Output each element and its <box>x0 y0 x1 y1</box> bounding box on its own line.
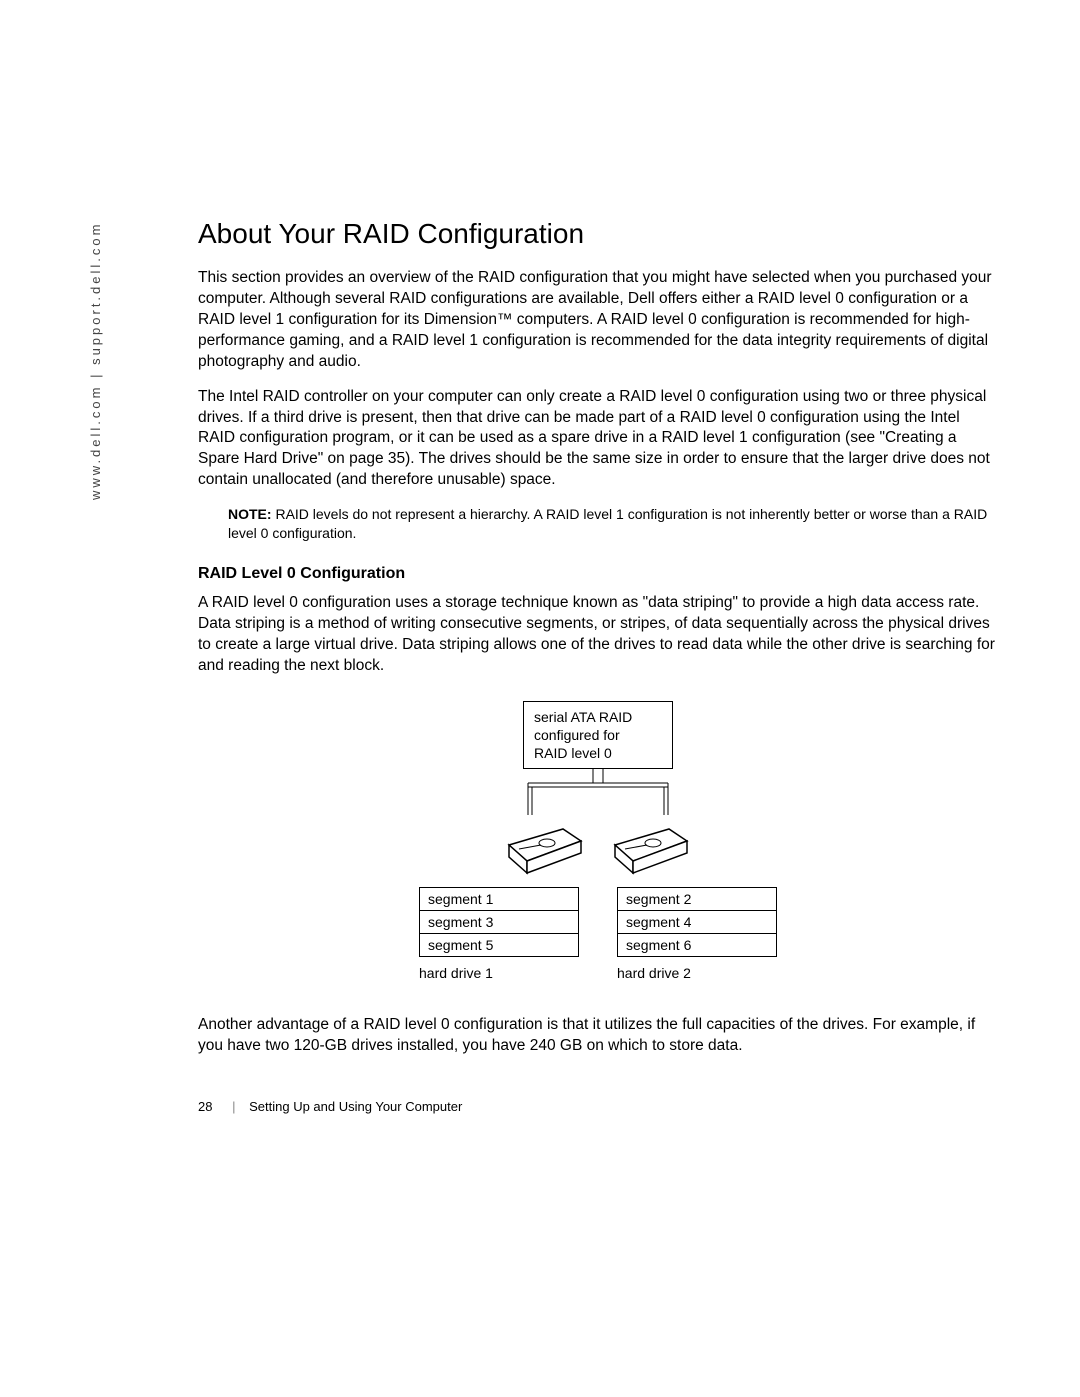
drive-label-right: hard drive 2 <box>617 965 777 981</box>
segment-table-left: segment 1 segment 3 segment 5 <box>419 887 579 957</box>
diagram-title-line3: RAID level 0 <box>534 744 662 762</box>
page-title: About Your RAID Configuration <box>198 218 998 250</box>
segment-column-left: segment 1 segment 3 segment 5 hard drive… <box>419 887 579 981</box>
segment-cell: segment 2 <box>618 888 777 911</box>
paragraph-controller: The Intel RAID controller on your comput… <box>198 387 998 492</box>
drives-row <box>408 825 788 877</box>
footer-section-title: Setting Up and Using Your Computer <box>249 1099 462 1114</box>
segment-cell: segment 5 <box>420 934 579 957</box>
note-block: NOTE: RAID levels do not represent a hie… <box>228 505 998 543</box>
page-number: 28 <box>198 1099 212 1114</box>
sidebar-url: www.dell.com | support.dell.com <box>88 222 103 500</box>
subheading-raid0: RAID Level 0 Configuration <box>198 565 998 583</box>
diagram-title-box: serial ATA RAID configured for RAID leve… <box>523 701 673 770</box>
hard-drive-icon <box>609 825 693 877</box>
segment-cell: segment 1 <box>420 888 579 911</box>
paragraph-striping: A RAID level 0 configuration uses a stor… <box>198 593 998 677</box>
note-body: RAID levels do not represent a hierarchy… <box>228 506 987 541</box>
segment-column-right: segment 2 segment 4 segment 6 hard drive… <box>617 887 777 981</box>
diagram-title-line1: serial ATA RAID <box>534 708 662 726</box>
drive-label-left: hard drive 1 <box>419 965 579 981</box>
raid-diagram: serial ATA RAID configured for RAID leve… <box>198 701 998 982</box>
paragraph-capacity: Another advantage of a RAID level 0 conf… <box>198 1015 998 1057</box>
diagram-title-line2: configured for <box>534 726 662 744</box>
page-footer: 28 | Setting Up and Using Your Computer <box>198 1099 462 1114</box>
diagram-connector <box>408 769 788 829</box>
segment-cell: segment 4 <box>618 911 777 934</box>
note-label: NOTE: <box>228 506 272 522</box>
hard-drive-icon <box>503 825 587 877</box>
segment-cell: segment 6 <box>618 934 777 957</box>
paragraph-intro: This section provides an overview of the… <box>198 268 998 373</box>
segment-columns: segment 1 segment 3 segment 5 hard drive… <box>408 887 788 981</box>
segment-cell: segment 3 <box>420 911 579 934</box>
footer-separator: | <box>232 1099 235 1114</box>
page-content: About Your RAID Configuration This secti… <box>198 218 998 1071</box>
segment-table-right: segment 2 segment 4 segment 6 <box>617 887 777 957</box>
